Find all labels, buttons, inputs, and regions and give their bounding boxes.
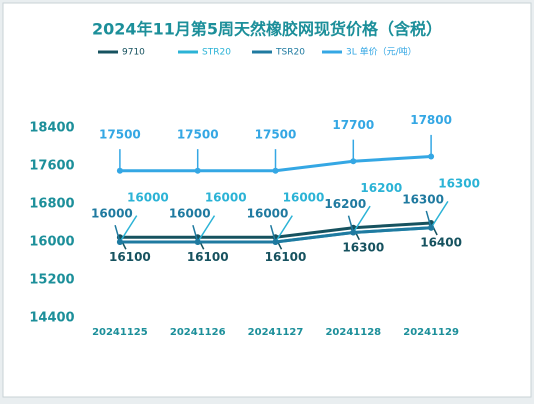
x-tick-label: 20241128 (325, 327, 381, 338)
x-tick-label: 20241129 (403, 327, 459, 338)
value-label: 16000 (205, 191, 247, 205)
callout-arrow (114, 224, 121, 243)
value-label: 17500 (177, 127, 219, 141)
chart-title: 2024年11月第5周天然橡胶网现货价格（含税） (92, 20, 442, 39)
value-label: 16000 (283, 191, 325, 205)
value-label: 16000 (91, 207, 133, 221)
callout-arrow (425, 210, 432, 228)
value-label: 16100 (265, 250, 307, 264)
value-label: 16100 (109, 250, 151, 264)
y-tick-label: 15200 (29, 273, 74, 288)
y-tick-label: 17600 (29, 159, 74, 174)
x-tick-label: 20241127 (248, 327, 304, 338)
legend-label: 3L 单价（元/吨） (346, 46, 417, 58)
callout-arrow (352, 205, 371, 233)
callout-arrow (269, 224, 277, 243)
callout-arrow (347, 215, 355, 233)
y-tick-label: 18400 (29, 121, 74, 136)
y-tick-label: 14400 (29, 311, 74, 326)
y-tick-label: 16800 (29, 197, 74, 212)
value-label: 16300 (438, 176, 480, 190)
callout-arrow (430, 200, 449, 229)
x-tick-label: 20241126 (170, 327, 226, 338)
value-label: 17700 (332, 118, 374, 132)
value-label: 16000 (127, 191, 169, 205)
value-label: 17800 (410, 113, 452, 127)
legend-label: 9710 (122, 48, 145, 58)
value-label: 16400 (420, 236, 462, 250)
callout-arrow (119, 215, 138, 243)
value-label: 16000 (169, 207, 211, 221)
value-label: 17500 (99, 127, 141, 141)
value-label: 16000 (247, 207, 289, 221)
value-label: 16100 (187, 250, 229, 264)
value-label: 16300 (402, 192, 444, 206)
y-tick-label: 16000 (29, 235, 74, 250)
chart-panel (2, 2, 532, 398)
callout-arrow (192, 224, 199, 243)
legend-label: TSR20 (275, 48, 305, 58)
legend-label: STR20 (202, 48, 231, 58)
callout-arrow (197, 215, 216, 243)
callout-arrow (274, 215, 293, 243)
value-label: 16200 (360, 181, 402, 195)
x-tick-label: 20241125 (92, 327, 148, 338)
value-label: 16200 (324, 197, 366, 211)
value-label: 17500 (255, 127, 297, 141)
value-label: 16300 (342, 240, 384, 254)
